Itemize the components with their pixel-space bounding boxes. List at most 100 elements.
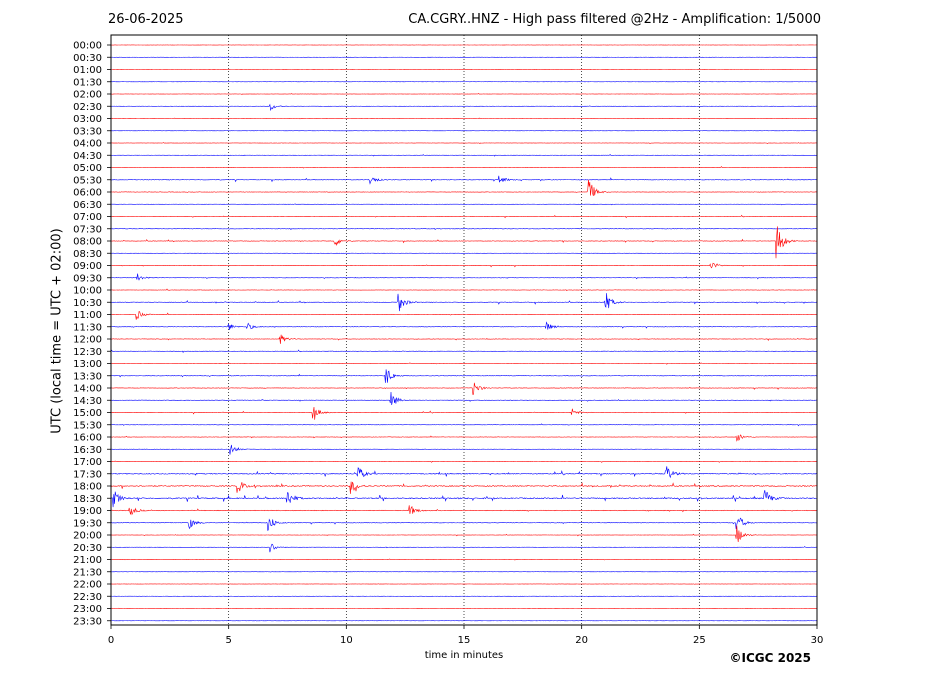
trace-0800 bbox=[110, 226, 817, 259]
trace-0430 bbox=[110, 153, 817, 157]
trace-0600 bbox=[110, 179, 817, 197]
trace-1030 bbox=[110, 293, 817, 312]
x-tick-label: 20 bbox=[575, 635, 588, 646]
trace-1200 bbox=[110, 334, 817, 344]
trace-1730 bbox=[110, 466, 817, 479]
y-tick-label: 12:30 bbox=[73, 347, 102, 358]
trace-1330 bbox=[110, 369, 817, 383]
y-tick-label: 22:30 bbox=[73, 592, 102, 603]
trace-1130 bbox=[110, 321, 817, 330]
trace-0230 bbox=[110, 103, 817, 112]
y-tick-label: 19:00 bbox=[73, 506, 102, 517]
y-tick-label: 00:00 bbox=[73, 41, 102, 52]
y-tick-label: 12:00 bbox=[73, 335, 102, 346]
y-tick-label: 07:30 bbox=[73, 224, 102, 235]
trace-1530 bbox=[110, 423, 817, 427]
trace-1630 bbox=[110, 444, 817, 455]
trace-0300 bbox=[110, 117, 817, 120]
trace-2030 bbox=[110, 543, 817, 553]
trace-0730 bbox=[110, 227, 817, 230]
y-tick-label: 10:00 bbox=[73, 286, 102, 297]
y-tick-label: 05:00 bbox=[73, 163, 102, 174]
y-tick-label: 11:30 bbox=[73, 322, 102, 333]
y-tick-label: 04:30 bbox=[73, 151, 102, 162]
x-axis-label: time in minutes bbox=[424, 650, 504, 661]
y-tick-label: 03:30 bbox=[73, 126, 102, 137]
y-tick-label: 15:30 bbox=[73, 420, 102, 431]
y-tick-label: 00:30 bbox=[73, 53, 102, 64]
x-tick-label: 15 bbox=[458, 635, 471, 646]
trace-1100 bbox=[110, 311, 817, 320]
trace-0200 bbox=[110, 93, 817, 95]
x-tick-label: 10 bbox=[340, 635, 353, 646]
y-tick-label: 08:00 bbox=[73, 237, 102, 248]
trace-2200 bbox=[110, 583, 817, 585]
y-tick-label: 14:30 bbox=[73, 396, 102, 407]
trace-1600 bbox=[110, 434, 817, 442]
y-tick-label: 13:30 bbox=[73, 371, 102, 382]
trace-0400 bbox=[110, 142, 817, 145]
y-tick-label: 09:30 bbox=[73, 273, 102, 284]
x-tick-label: 0 bbox=[108, 635, 114, 646]
trace-0930 bbox=[110, 273, 817, 281]
y-tick-label: 16:30 bbox=[73, 445, 102, 456]
trace-1430 bbox=[110, 391, 817, 406]
trace-2300 bbox=[110, 607, 817, 609]
trace-2100 bbox=[110, 558, 817, 561]
y-tick-label: 01:30 bbox=[73, 77, 102, 88]
trace-0700 bbox=[110, 214, 817, 219]
y-tick-label: 14:00 bbox=[73, 384, 102, 395]
trace-1900 bbox=[110, 505, 817, 516]
y-tick-label: 15:00 bbox=[73, 408, 102, 419]
trace-0630 bbox=[110, 203, 817, 206]
y-tick-label: 09:00 bbox=[73, 261, 102, 272]
y-tick-label: 07:00 bbox=[73, 212, 102, 223]
y-tick-label: 16:00 bbox=[73, 433, 102, 444]
trace-1000 bbox=[110, 288, 817, 291]
y-tick-label: 02:30 bbox=[73, 102, 102, 113]
date-label: 26-06-2025 bbox=[108, 12, 184, 27]
trace-1300 bbox=[110, 362, 817, 365]
copyright-label: ©ICGC 2025 bbox=[729, 651, 811, 665]
x-tick-label: 25 bbox=[693, 635, 706, 646]
y-tick-label: 21:30 bbox=[73, 567, 102, 578]
y-tick-label: 19:30 bbox=[73, 518, 102, 529]
trace-1500 bbox=[110, 407, 817, 420]
y-tick-label: 17:00 bbox=[73, 457, 102, 468]
y-tick-label: 23:30 bbox=[73, 616, 102, 627]
chart-title: CA.CGRY..HNZ - High pass filtered @2Hz -… bbox=[408, 12, 821, 27]
y-tick-label: 03:00 bbox=[73, 114, 102, 125]
y-tick-label: 21:00 bbox=[73, 555, 102, 566]
y-tick-label: 06:00 bbox=[73, 188, 102, 199]
y-axis-label: UTC (local time = UTC + 02:00) bbox=[49, 228, 65, 434]
y-tick-label: 05:30 bbox=[73, 175, 102, 186]
trace-1700 bbox=[110, 460, 817, 463]
trace-2330 bbox=[110, 620, 817, 622]
y-tick-label: 01:00 bbox=[73, 65, 102, 76]
y-tick-label: 17:30 bbox=[73, 469, 102, 480]
trace-2000 bbox=[110, 525, 817, 542]
y-tick-label: 06:30 bbox=[73, 200, 102, 211]
trace-0500 bbox=[110, 166, 817, 169]
y-tick-label: 10:30 bbox=[73, 298, 102, 309]
y-tick-label: 11:00 bbox=[73, 310, 102, 321]
y-tick-label: 23:00 bbox=[73, 604, 102, 615]
trace-1400 bbox=[110, 382, 817, 396]
y-tick-label: 13:00 bbox=[73, 359, 102, 370]
trace-1930 bbox=[110, 517, 817, 531]
y-tick-label: 20:30 bbox=[73, 543, 102, 554]
y-tick-label: 18:30 bbox=[73, 494, 102, 505]
y-tick-label: 20:00 bbox=[73, 531, 102, 542]
y-tick-label: 18:00 bbox=[73, 482, 102, 493]
y-tick-label: 02:00 bbox=[73, 90, 102, 101]
y-tick-label: 08:30 bbox=[73, 249, 102, 260]
trace-1230 bbox=[110, 349, 817, 354]
trace-0530 bbox=[110, 175, 817, 185]
y-tick-label: 22:00 bbox=[73, 580, 102, 591]
x-tick-label: 30 bbox=[811, 635, 824, 646]
x-tick-label: 5 bbox=[225, 635, 231, 646]
trace-2230 bbox=[110, 595, 817, 598]
trace-0900 bbox=[110, 262, 817, 269]
trace-1830 bbox=[110, 490, 817, 508]
